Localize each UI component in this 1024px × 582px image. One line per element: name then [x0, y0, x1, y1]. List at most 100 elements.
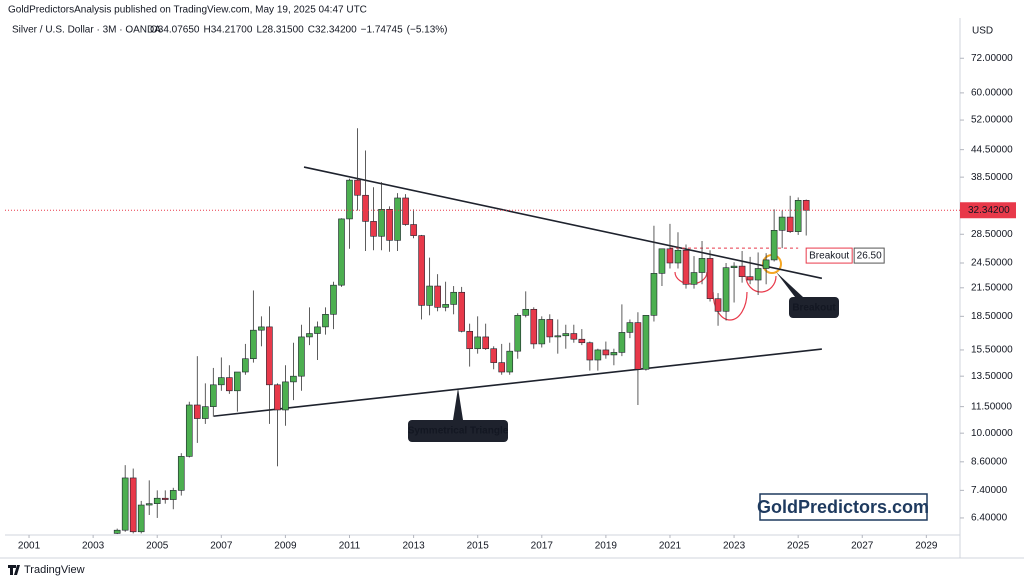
candle-body	[458, 291, 465, 332]
pattern-arc	[745, 275, 777, 293]
candle-body	[722, 267, 730, 312]
candle-body	[362, 194, 369, 222]
candle-body	[218, 377, 225, 386]
candle-body	[610, 352, 618, 356]
last-price-label: 32.34200	[968, 205, 1010, 216]
y-unit: USD	[972, 26, 993, 37]
candle-body	[242, 358, 249, 373]
candle-body	[402, 197, 409, 225]
candle-body	[682, 249, 690, 285]
watermark: GoldPredictors.com	[757, 497, 929, 517]
candle-body	[642, 315, 650, 370]
y-tick-label: 10.00000	[971, 428, 1013, 439]
callout-pointer	[776, 272, 803, 297]
candle-body	[602, 349, 610, 356]
candle-body	[506, 350, 514, 373]
y-tick-label: 13.50000	[971, 371, 1013, 382]
candle-body	[434, 285, 441, 308]
candle-body	[169, 490, 177, 500]
y-tick-label: 15.50000	[971, 345, 1013, 356]
candle-body	[754, 268, 762, 281]
candle-body	[250, 329, 257, 360]
x-tick-label: 2007	[210, 541, 233, 552]
legend-value: O34.07650	[150, 25, 200, 36]
y-tick-label: 28.50000	[971, 229, 1013, 240]
x-tick-label: 2011	[339, 541, 361, 552]
candle-body	[153, 497, 161, 504]
x-tick-label: 2009	[274, 541, 297, 552]
callout-text: Breakout	[792, 303, 836, 314]
candle-body	[570, 333, 578, 340]
x-tick-label: 2017	[531, 541, 554, 552]
candle-body	[177, 456, 185, 491]
x-tick-label: 2003	[82, 541, 105, 552]
candle-body	[746, 276, 754, 281]
callout-pointer	[453, 388, 463, 420]
candle-body	[346, 179, 353, 220]
candle-body	[794, 200, 802, 232]
footer-brand: TradingView	[24, 564, 85, 576]
candle-body	[370, 221, 377, 237]
y-tick-label: 7.40000	[971, 485, 1008, 496]
candle-body	[618, 332, 626, 353]
candle-body	[626, 322, 634, 333]
breakout-value: 26.50	[857, 251, 882, 262]
legend-value: L28.31500	[256, 25, 304, 36]
candle-body	[530, 308, 538, 345]
candle-body	[378, 209, 385, 237]
candle-body	[554, 335, 562, 338]
candle-body	[538, 319, 546, 345]
candle-body	[778, 216, 786, 231]
trendline	[213, 348, 822, 417]
candle-body	[298, 336, 305, 377]
x-tick-label: 2021	[659, 541, 682, 552]
candle-body	[562, 333, 570, 337]
candle-body	[338, 218, 345, 286]
pattern-arc	[712, 291, 748, 321]
candle-body	[394, 197, 401, 241]
callout-box	[789, 297, 839, 318]
candle-body	[193, 404, 201, 419]
candle-body	[490, 348, 498, 363]
candle-body	[482, 336, 490, 350]
candle-body	[450, 291, 457, 305]
candle-body	[650, 273, 658, 316]
x-tick-label: 2019	[595, 541, 618, 552]
candle-body	[738, 265, 746, 277]
candle-body	[129, 477, 137, 533]
candle-body	[306, 333, 313, 338]
candle-body	[137, 504, 145, 533]
candle-body	[690, 272, 698, 285]
candle-body	[698, 258, 706, 273]
candle-body	[706, 258, 714, 300]
logo	[8, 565, 20, 575]
candle-body	[113, 529, 121, 534]
candle-body	[210, 384, 217, 407]
candle-body	[258, 326, 265, 331]
candle-body	[410, 224, 417, 236]
candle-body	[498, 362, 506, 373]
y-tick-label: 44.50000	[971, 144, 1013, 155]
watermark-box	[759, 493, 928, 521]
legend-value: −1.74745	[361, 25, 403, 36]
candle-body	[121, 477, 129, 531]
breakout-label: Breakout	[809, 251, 849, 262]
candle-body	[274, 384, 281, 411]
candle-body	[658, 248, 666, 274]
candle-body	[314, 326, 321, 334]
candle-body	[322, 313, 329, 328]
x-tick-label: 2029	[915, 541, 938, 552]
callout-box	[408, 420, 508, 442]
candle-body	[386, 209, 393, 241]
y-tick-label: 38.50000	[971, 172, 1013, 183]
candle-body	[770, 230, 778, 261]
candle-body	[442, 304, 449, 308]
publisher: GoldPredictorsAnalysis published on Trad…	[8, 5, 367, 16]
candle-body	[185, 404, 193, 457]
candle-body	[586, 342, 594, 361]
candle-body	[730, 265, 738, 268]
y-tick-label: 11.50000	[971, 401, 1012, 412]
x-tick-label: 2015	[467, 541, 490, 552]
x-tick-label: 2013	[402, 541, 425, 552]
x-tick-label: 2005	[146, 541, 169, 552]
